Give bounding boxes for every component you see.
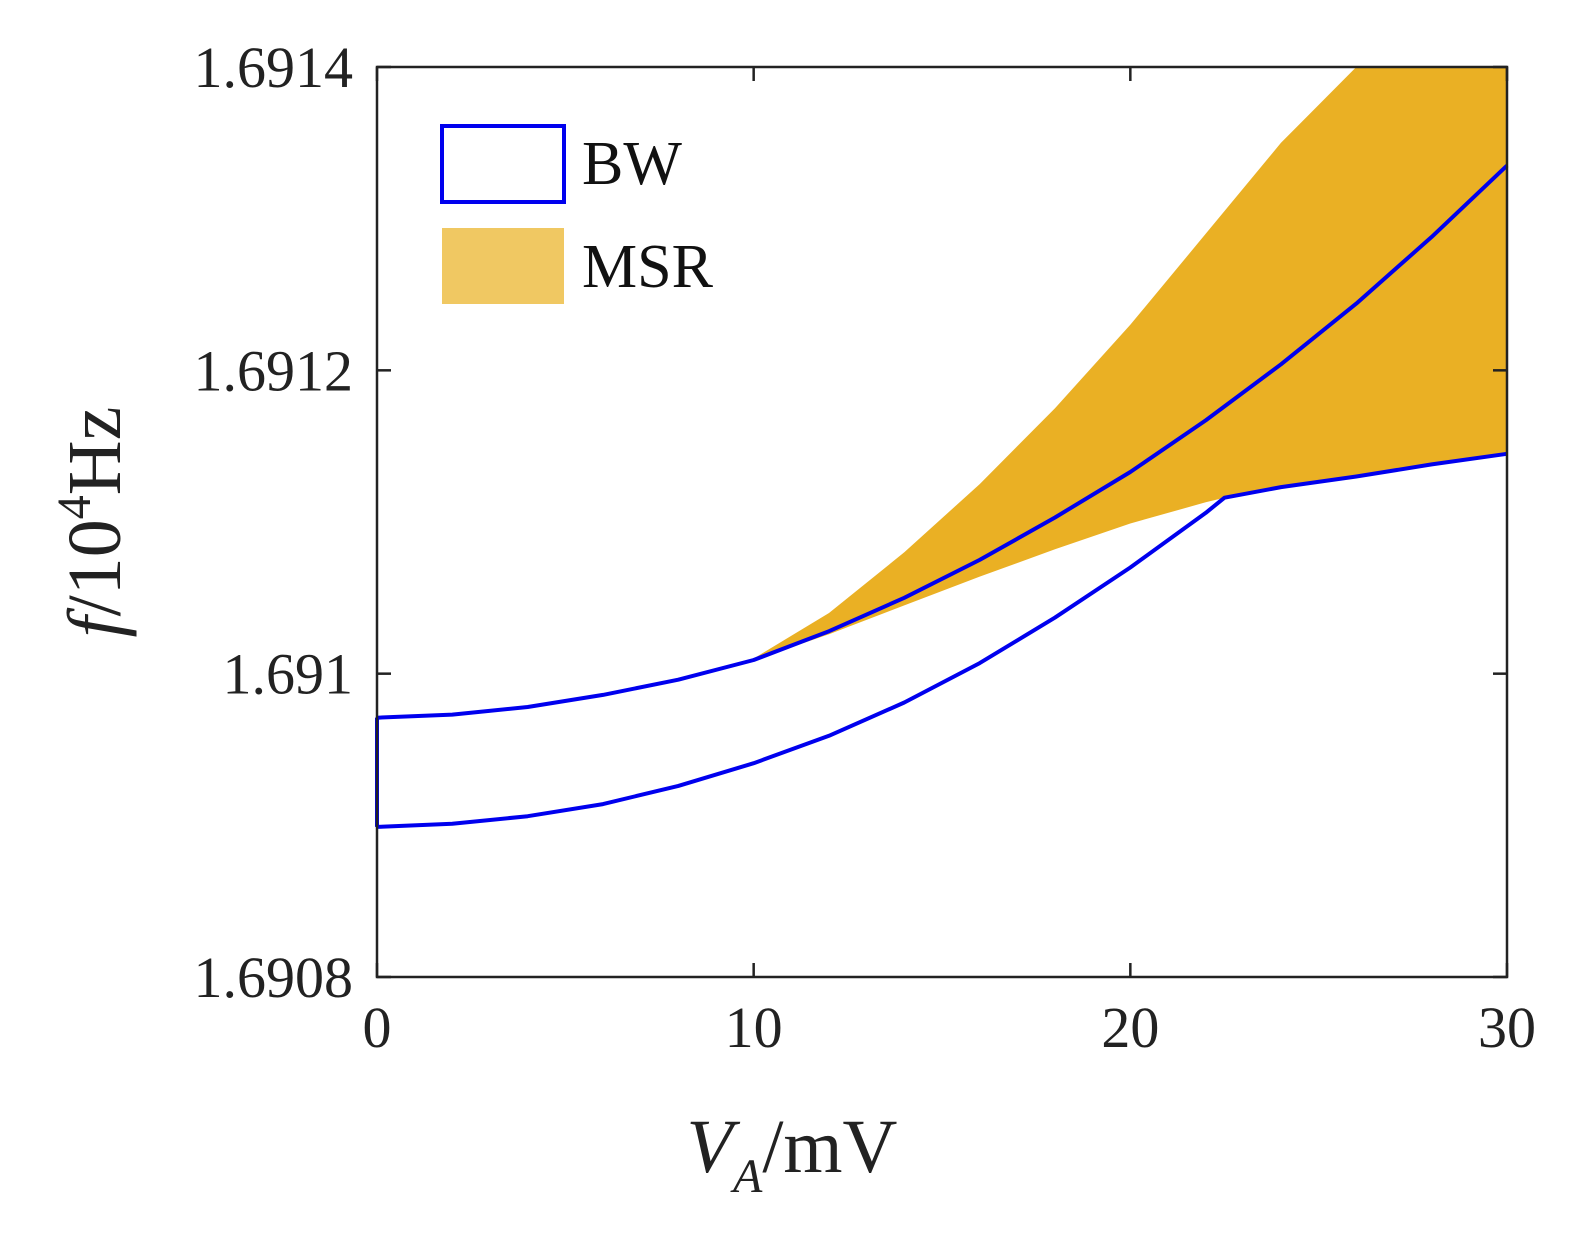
y-tick-label: 1.6912 [194,338,354,403]
legend-swatch-msr [442,228,564,304]
x-axis-label-unit: /mV [762,1105,897,1189]
legend: BW MSR [440,124,714,304]
x-axis-label-main: V [687,1105,741,1189]
x-axis-label-subscript: A [730,1150,763,1203]
y-axis-label: f/104Hz [48,407,137,638]
msr-region [746,67,1507,664]
x-tick-label: 20 [1101,995,1159,1060]
x-tick-label: 0 [363,995,392,1060]
x-tick-label: 30 [1478,995,1536,1060]
y-axis-label-exponent: 4 [48,495,101,519]
y-axis-label-unit: Hz [53,407,137,496]
y-tick-label: 1.691 [223,642,354,707]
y-tick-label: 1.6914 [194,35,354,100]
axes-frame [375,65,1509,979]
x-tick-label: 10 [725,995,783,1060]
y-axis-label-prefix: /10 [53,519,137,616]
legend-label-bw: BW [582,130,682,198]
axes [375,65,1509,979]
y-tick-label: 1.6908 [194,945,354,1010]
bw-upper-line [376,164,1509,720]
bw-lower-line [376,451,1508,829]
x-axis-label: VA/mV [687,1105,898,1203]
tick-labels: 0 10 20 30 1.6908 1.691 1.6912 1.6914 [194,35,1537,1060]
legend-label-msr: MSR [582,233,714,301]
legend-swatch-bw [440,124,566,204]
